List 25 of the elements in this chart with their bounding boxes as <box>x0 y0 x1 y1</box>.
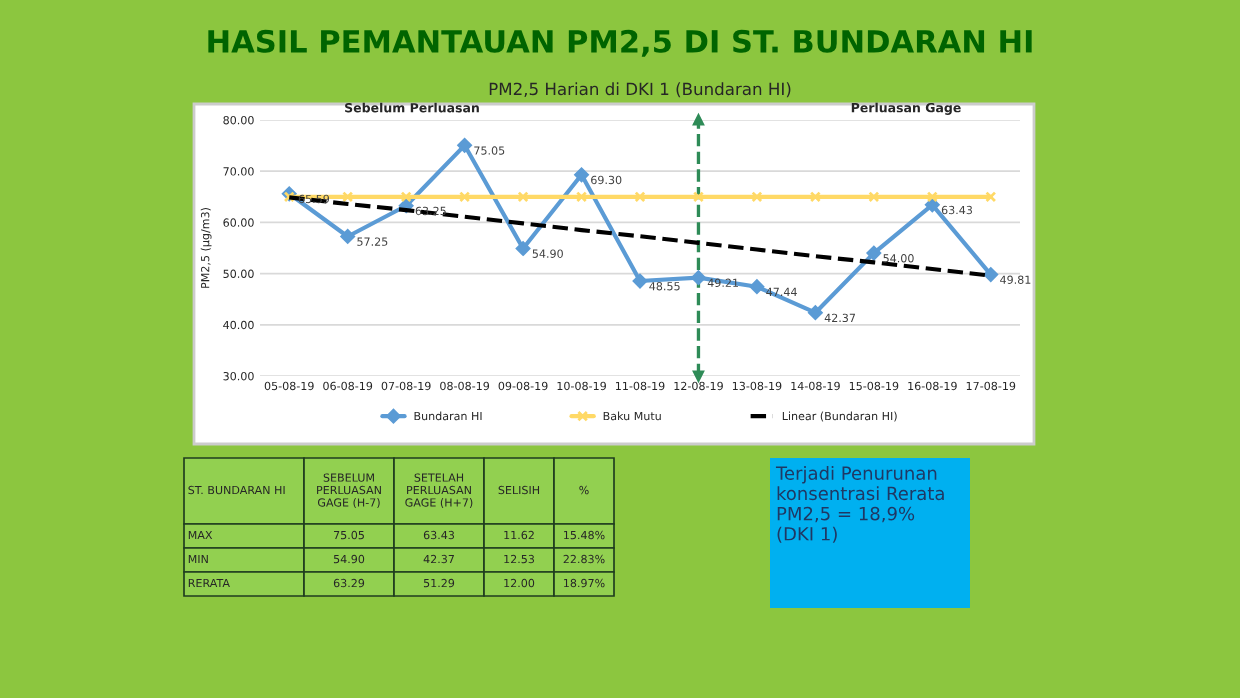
point <box>692 191 705 203</box>
point <box>459 191 471 203</box>
point <box>691 270 706 285</box>
chart-title: HASIL PEMANTAUAN PM2,5 DI ST. BUNDARAN HI <box>208 29 1032 57</box>
point <box>340 229 355 244</box>
point <box>749 279 765 294</box>
point <box>575 191 588 203</box>
point <box>632 273 648 289</box>
point <box>515 241 531 256</box>
point <box>866 245 882 261</box>
point <box>751 191 763 203</box>
chart-subtitle: PM2,5 Harian di DKI 1 (Bundaran HI) <box>489 82 791 98</box>
point <box>809 191 821 203</box>
text: Terjadi Penurunan konsentrasi Rerata PM2,5 = 18,9% (DKI 1) <box>775 466 944 543</box>
point <box>808 305 823 320</box>
point <box>457 138 472 153</box>
point <box>342 191 354 203</box>
point <box>926 191 938 203</box>
point <box>634 191 646 203</box>
point <box>868 191 880 203</box>
point <box>517 191 529 203</box>
point <box>400 191 412 203</box>
point <box>925 197 940 213</box>
point <box>574 167 589 183</box>
point <box>983 267 999 282</box>
